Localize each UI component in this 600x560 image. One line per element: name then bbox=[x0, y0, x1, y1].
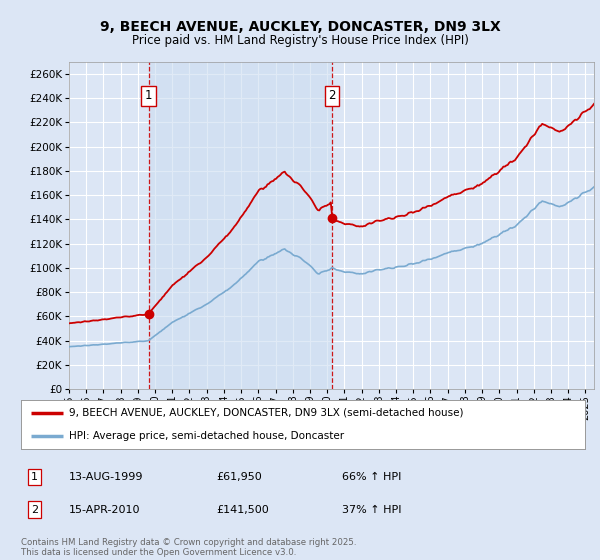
Text: Contains HM Land Registry data © Crown copyright and database right 2025.
This d: Contains HM Land Registry data © Crown c… bbox=[21, 538, 356, 557]
Text: 9, BEECH AVENUE, AUCKLEY, DONCASTER, DN9 3LX (semi-detached house): 9, BEECH AVENUE, AUCKLEY, DONCASTER, DN9… bbox=[69, 408, 463, 418]
Text: 13-AUG-1999: 13-AUG-1999 bbox=[69, 472, 143, 482]
Text: £61,950: £61,950 bbox=[216, 472, 262, 482]
Text: 9, BEECH AVENUE, AUCKLEY, DONCASTER, DN9 3LX: 9, BEECH AVENUE, AUCKLEY, DONCASTER, DN9… bbox=[100, 20, 500, 34]
Text: 1: 1 bbox=[31, 472, 38, 482]
Text: 1: 1 bbox=[145, 89, 152, 102]
Text: Price paid vs. HM Land Registry's House Price Index (HPI): Price paid vs. HM Land Registry's House … bbox=[131, 34, 469, 46]
Text: 37% ↑ HPI: 37% ↑ HPI bbox=[342, 505, 401, 515]
Text: 2: 2 bbox=[328, 89, 336, 102]
Text: 15-APR-2010: 15-APR-2010 bbox=[69, 505, 140, 515]
Text: £141,500: £141,500 bbox=[216, 505, 269, 515]
Text: 2: 2 bbox=[31, 505, 38, 515]
Text: 66% ↑ HPI: 66% ↑ HPI bbox=[342, 472, 401, 482]
Text: HPI: Average price, semi-detached house, Doncaster: HPI: Average price, semi-detached house,… bbox=[69, 431, 344, 441]
Bar bbox=[149, 62, 332, 389]
